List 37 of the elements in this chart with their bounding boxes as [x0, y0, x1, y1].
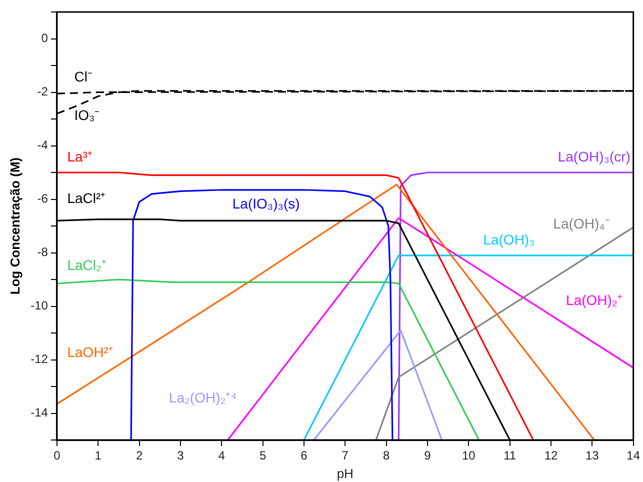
y-tick-label: -14 [30, 406, 48, 420]
y-tick-label: -10 [30, 298, 48, 313]
x-tick-label: 10 [462, 448, 476, 463]
series-label: La(OH)₂⁺ [566, 292, 622, 308]
y-tick-label: -12 [30, 352, 48, 366]
series-label: LaOH²⁺ [67, 344, 114, 360]
x-axis-title: pH [336, 466, 354, 481]
y-tick-label: -6 [37, 192, 48, 206]
x-tick-label: 14 [626, 448, 640, 463]
series-label: IO₃⁻ [74, 107, 100, 124]
y-tick-label: -2 [37, 84, 48, 99]
series-label: La(OH)₄⁻ [553, 216, 610, 232]
series-label: LaCl²⁺ [67, 190, 106, 206]
x-tick-label: 11 [504, 448, 516, 463]
series-label: LaCl₂⁺ [67, 256, 106, 273]
x-tick-label: 0 [54, 448, 61, 463]
x-tick-label: 9 [424, 448, 432, 463]
x-tick-label: 8 [382, 448, 390, 463]
x-tick-label: 2 [136, 448, 143, 463]
x-tick-label: 1 [94, 448, 102, 463]
x-tick-label: 4 [218, 448, 226, 463]
y-tick-label: -8 [37, 245, 48, 260]
y-tick-label: 0 [41, 31, 48, 46]
x-tick-label: 6 [300, 448, 308, 463]
series-label: La(OH)₃ [483, 232, 535, 248]
y-axis-title: Log Concentração (M) [7, 157, 22, 295]
x-tick-label: 13 [585, 448, 600, 463]
x-tick-label: 5 [259, 448, 266, 463]
x-tick-label: 7 [342, 448, 349, 463]
series-label: La(IO₃)₃(s) [232, 195, 300, 212]
series-label: Cl⁻ [74, 68, 92, 84]
text: La₂(OH)₂⁺⁴ [168, 389, 237, 406]
series-label: La(OH)₃(cr) [558, 148, 630, 165]
y-tick-label: -4 [37, 138, 48, 152]
x-tick-label: 12 [544, 448, 558, 463]
x-tick-label: 3 [177, 448, 184, 463]
series-label: La³⁺ [67, 148, 92, 165]
